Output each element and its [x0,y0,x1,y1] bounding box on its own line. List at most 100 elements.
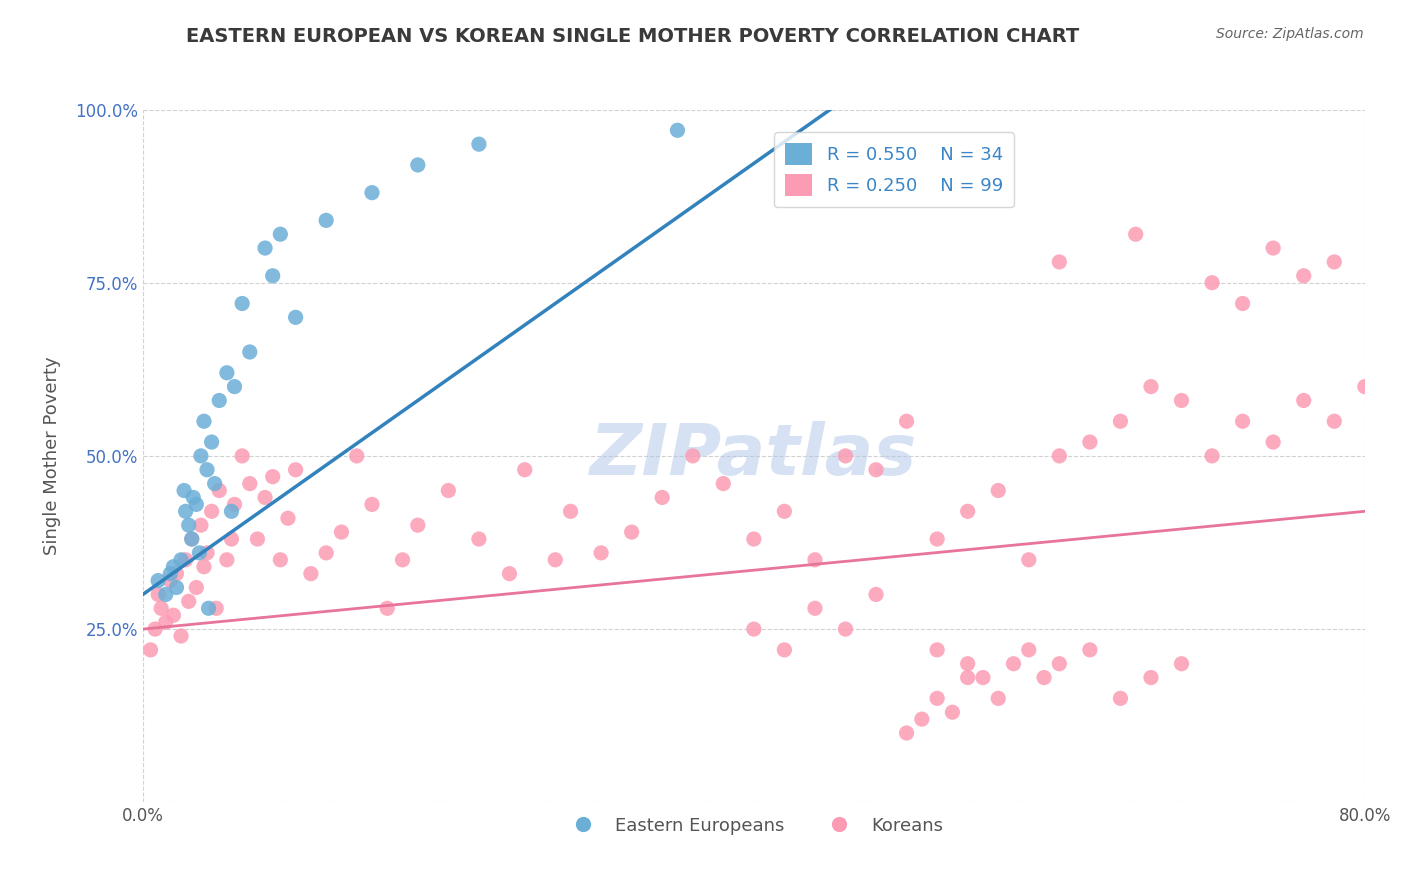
Point [254,241,277,255]
Point [197,601,219,615]
Point [262,268,284,283]
Point [150,601,173,615]
Point [1323,414,1346,428]
Point [284,463,307,477]
Point [406,158,429,172]
Point [1109,691,1132,706]
Point [315,546,337,560]
Point [1263,435,1285,450]
Point [208,483,231,498]
Point [1002,657,1025,671]
Point [1140,671,1163,685]
Point [170,629,193,643]
Point [254,491,277,505]
Point [773,643,796,657]
Point [468,532,491,546]
Point [773,504,796,518]
Point [865,587,887,601]
Point [361,186,384,200]
Point [927,643,949,657]
Y-axis label: Single Mother Poverty: Single Mother Poverty [44,357,60,555]
Point [1232,296,1254,310]
Point [742,532,765,546]
Point [804,553,827,567]
Point [174,553,197,567]
Point [177,518,200,533]
Point [591,546,613,560]
Point [804,601,827,615]
Point [166,581,188,595]
Point [1125,227,1147,242]
Point [987,691,1010,706]
Point [865,463,887,477]
Point [143,622,166,636]
Point [956,671,979,685]
Point [1201,449,1223,463]
Point [987,483,1010,498]
Point [620,525,643,540]
Point [246,532,269,546]
Point [361,497,384,511]
Point [711,476,734,491]
Point [215,553,238,567]
Point [927,532,949,546]
Point [1109,414,1132,428]
Point [180,532,202,546]
Point [186,497,208,511]
Point [231,449,253,463]
Point [896,726,918,740]
Point [174,504,197,518]
Point [190,449,212,463]
Point [315,213,337,227]
Point [911,712,934,726]
Point [666,123,689,137]
Point [468,137,491,152]
Point [201,435,224,450]
Text: Source: ZipAtlas.com: Source: ZipAtlas.com [1216,27,1364,41]
Point [834,622,856,636]
Point [956,504,979,518]
Point [1047,449,1070,463]
Text: ZIPatlas: ZIPatlas [591,421,918,491]
Point [262,469,284,483]
Point [204,476,226,491]
Point [155,587,177,601]
Point [1354,379,1376,393]
Point [1047,657,1070,671]
Point [1078,435,1101,450]
Point [277,511,299,525]
Point [1140,379,1163,393]
Point [208,393,231,408]
Point [544,553,567,567]
Point [224,379,246,393]
Point [972,671,994,685]
Point [346,449,368,463]
Point [155,615,177,629]
Point [284,310,307,325]
Point [682,449,704,463]
Point [159,574,181,588]
Point [406,518,429,533]
Point [375,601,398,615]
Point [188,546,211,560]
Point [205,601,228,615]
Point [1292,268,1315,283]
Point [215,366,238,380]
Point [146,574,169,588]
Point [1232,414,1254,428]
Point [1201,276,1223,290]
Point [391,553,413,567]
Point [190,518,212,533]
Point [956,657,979,671]
Point [437,483,460,498]
Point [1033,671,1056,685]
Point [1263,241,1285,255]
Point [269,227,291,242]
Point [193,559,215,574]
Point [221,532,243,546]
Point [159,566,181,581]
Point [162,608,184,623]
Point [1078,643,1101,657]
Point [173,483,195,498]
Point [299,566,322,581]
